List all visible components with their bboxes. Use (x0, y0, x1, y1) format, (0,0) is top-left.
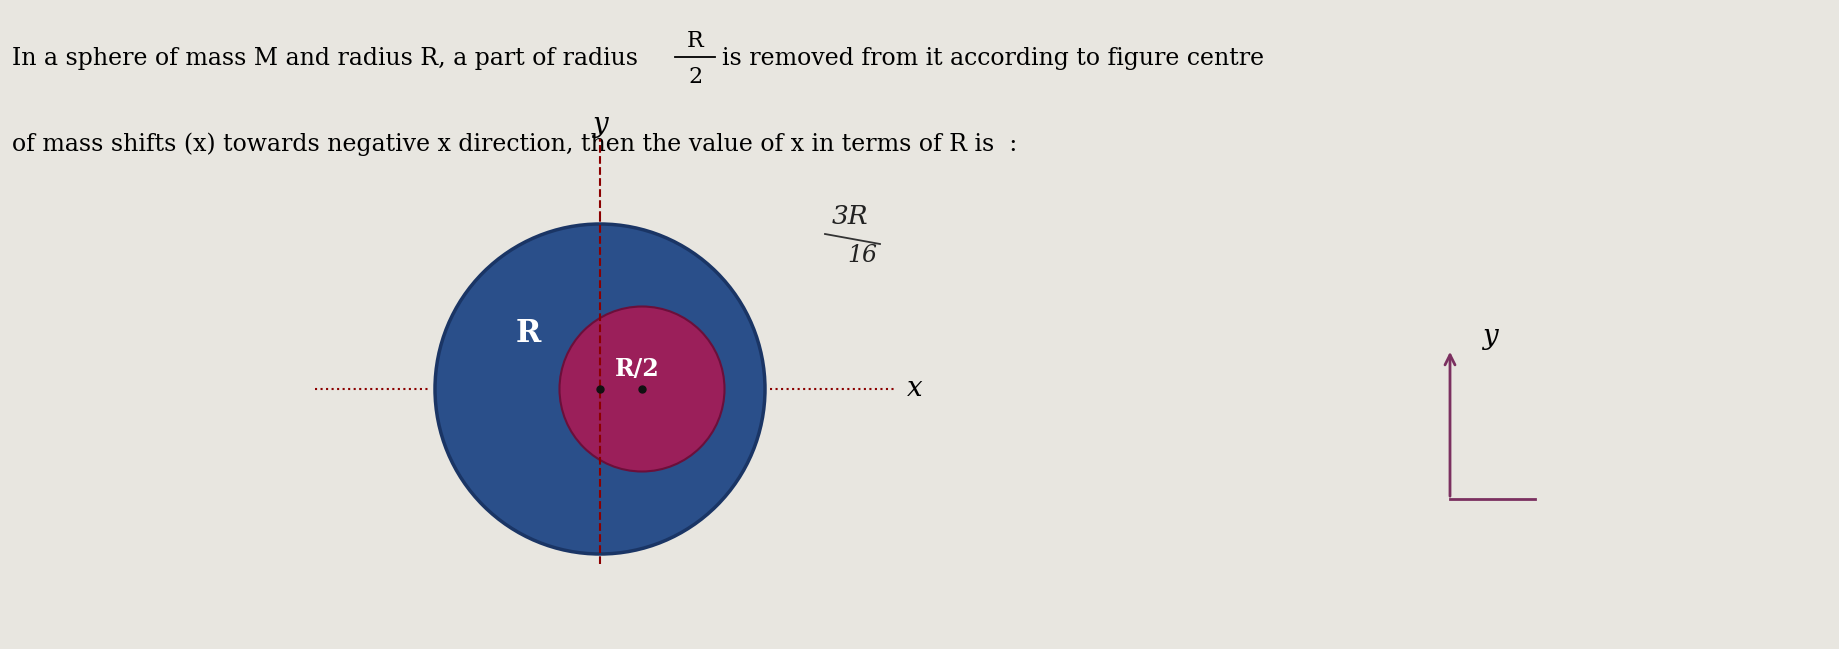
Circle shape (434, 224, 765, 554)
Text: R/2: R/2 (614, 357, 658, 381)
Text: 3R: 3R (831, 204, 868, 228)
Text: R: R (686, 30, 702, 52)
Text: x: x (907, 376, 923, 402)
Text: of mass shifts (x) towards negative x direction, then the value of x in terms of: of mass shifts (x) towards negative x di… (13, 132, 1017, 156)
Text: R: R (515, 319, 541, 350)
Text: 16: 16 (846, 245, 877, 267)
Text: In a sphere of mass M and radius R, a part of radius: In a sphere of mass M and radius R, a pa… (13, 47, 638, 71)
Text: is removed from it according to figure centre: is removed from it according to figure c… (721, 47, 1263, 71)
Text: 2: 2 (688, 66, 702, 88)
Text: y: y (1482, 323, 1497, 350)
Circle shape (559, 306, 725, 472)
Text: y: y (592, 110, 607, 138)
